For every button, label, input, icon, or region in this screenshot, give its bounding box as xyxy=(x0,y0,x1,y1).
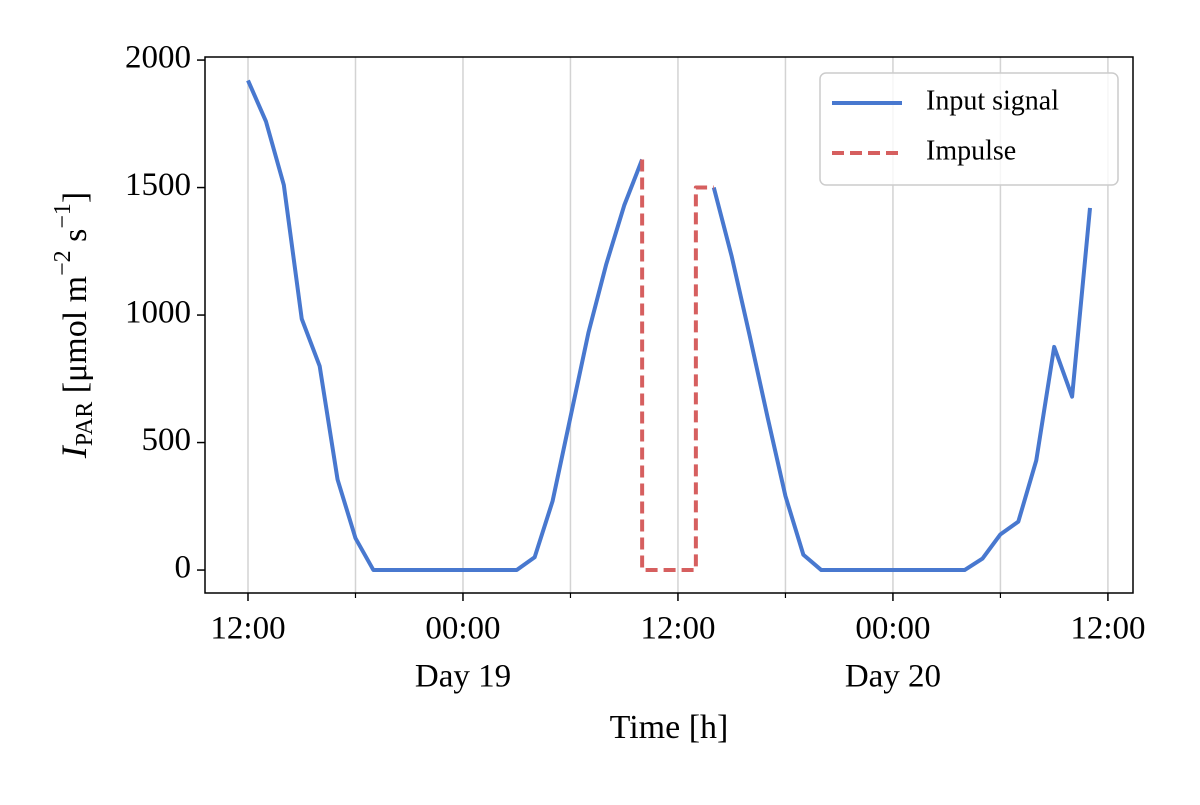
y-tick-label: 1000 xyxy=(125,295,191,331)
x-axis-label: Time [h] xyxy=(610,709,729,746)
legend-label: Impulse xyxy=(926,135,1016,166)
y-label-symbol: I xyxy=(54,444,94,459)
y-label-unit: [μmol m xyxy=(57,276,94,402)
day-label: Day 20 xyxy=(845,659,941,695)
y-label-unit: ] xyxy=(57,192,94,203)
series-line xyxy=(640,159,714,573)
y-label-exponent: −1 xyxy=(50,203,76,229)
y-tick-label: 0 xyxy=(175,550,192,586)
day-label: Day 19 xyxy=(415,659,511,695)
x-tick-label: 12:00 xyxy=(1070,611,1145,647)
series-line xyxy=(246,79,1092,573)
x-tick-label: 12:00 xyxy=(210,611,285,647)
y-label-subscript: PAR xyxy=(72,402,98,446)
legend-label: Input signal xyxy=(926,85,1059,116)
y-tick-label: 1500 xyxy=(125,167,191,203)
plot-frame xyxy=(204,56,1134,594)
x-tick-label: 00:00 xyxy=(425,611,500,647)
y-tick-label: 2000 xyxy=(125,40,191,76)
y-label-exponent: −2 xyxy=(50,250,76,276)
y-label-unit: s xyxy=(57,229,94,251)
y-axis-label: IPAR [μmol m−2 s−1] xyxy=(50,192,98,460)
y-tick-label: 500 xyxy=(142,422,192,458)
x-tick-label: 00:00 xyxy=(855,611,930,647)
x-tick-label: 12:00 xyxy=(640,611,715,647)
